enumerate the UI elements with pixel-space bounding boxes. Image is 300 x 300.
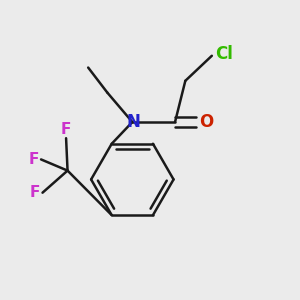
Text: F: F: [30, 185, 40, 200]
Text: F: F: [28, 152, 39, 167]
Text: N: N: [127, 113, 141, 131]
Text: O: O: [199, 113, 213, 131]
Text: F: F: [61, 122, 71, 137]
Text: Cl: Cl: [215, 45, 233, 63]
